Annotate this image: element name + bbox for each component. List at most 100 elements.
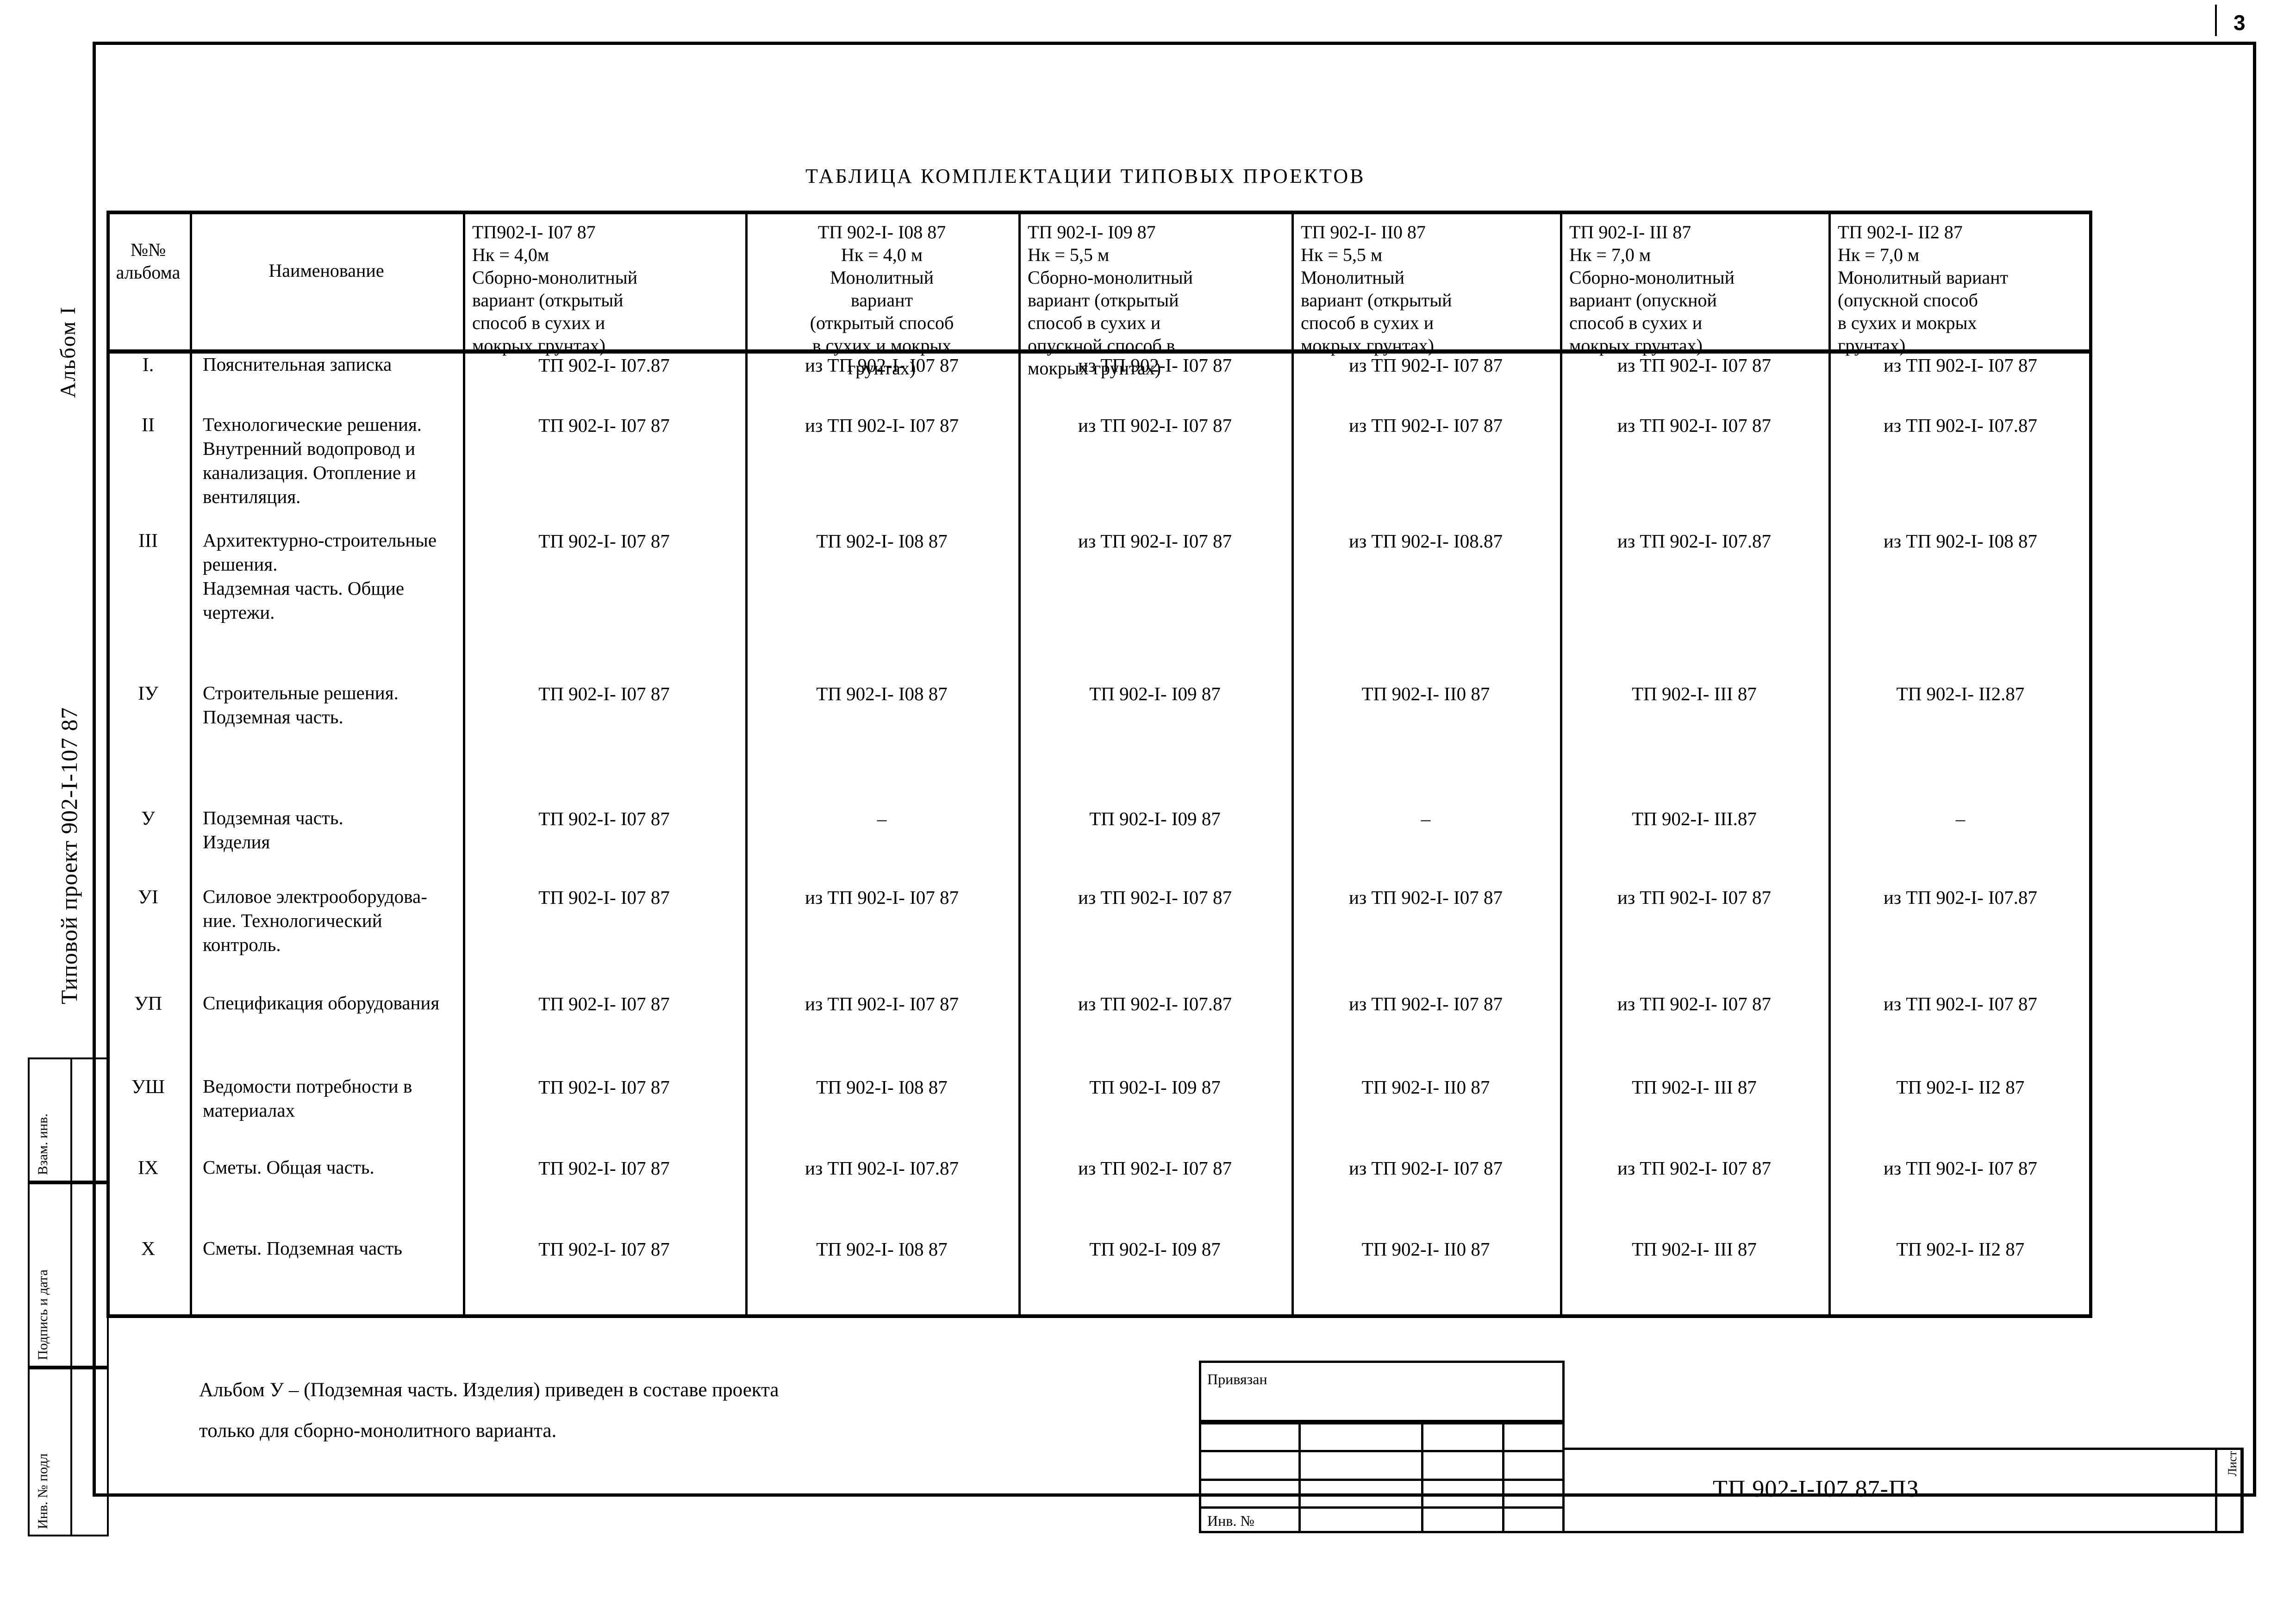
table-cell-value: из ТП 902-I- I07 87 xyxy=(1078,530,1232,552)
table-cell-value: ТП 902-I- II2 87 xyxy=(1896,1076,2025,1098)
table-vline xyxy=(1560,211,1562,1314)
header-variant-desc-line: в сухих и мокрых xyxy=(812,335,952,356)
table-row-name-line: Сметы. Подземная часть xyxy=(203,1237,402,1259)
table-cell-value: ТП 902-I- I07 87 xyxy=(538,1238,670,1260)
table-cell-value: из ТП 902-I- I07 87 xyxy=(1617,354,1771,376)
document-code: ТП 902-I-I07.87-ПЗ xyxy=(1713,1476,1919,1502)
table-row-name-line: решения. xyxy=(203,553,278,575)
header-variant-height: Нк = 7,0 м xyxy=(1569,244,1651,265)
table-row-name-line: материалах xyxy=(203,1100,295,1121)
table-vline xyxy=(190,211,192,1314)
table-cell-value: из ТП 902-I- I07 87 xyxy=(805,993,959,1014)
table-row-name-line: Изделия xyxy=(203,831,270,852)
table-row-name-line: Архитектурно-строительные xyxy=(203,529,437,551)
table-row-name: Сметы. Подземная часть xyxy=(193,1236,460,1260)
header-variant-desc-line: способ в сухих и xyxy=(1301,312,1434,333)
table-cell-value: – xyxy=(1421,808,1431,829)
header-variant-4: ТП 902-I- II0 87 Нк = 5,5 м Монолитный вари… xyxy=(1296,221,1555,356)
table-cell-value: ТП 902-I- III 87 xyxy=(1632,1238,1757,1260)
table-cell-value: ТП 902-I- I09 87 xyxy=(1089,1238,1221,1260)
header-variant-desc-line: Монолитный xyxy=(830,267,934,288)
table-cell-value: из ТП 902-I- I07 87 xyxy=(805,415,959,436)
header-variant-code: ТП 902-I- I08 87 xyxy=(817,222,946,243)
header-variant-desc-line: грунтах) xyxy=(848,358,916,379)
stamp-cell-vzam: Взам. инв. xyxy=(28,1057,109,1182)
grid-hline xyxy=(1199,1479,1565,1481)
table-cell-value: из ТП 902-I- I07 87 xyxy=(805,887,959,908)
table-cell-value: ТП 902-I- I07.87 xyxy=(538,354,670,376)
table-cell-value: из ТП 902-I- I08.87 xyxy=(1349,530,1503,552)
table-vline xyxy=(745,211,748,1314)
header-variant-desc-line: опускной способ в xyxy=(1028,335,1175,356)
grid-vline xyxy=(1421,1422,1423,1533)
privyazan-box xyxy=(1199,1361,1565,1422)
header-variant-desc-line: способ в сухих и xyxy=(1028,312,1161,333)
table-row-name-line: Подземная часть. xyxy=(203,807,343,828)
table-row-number: УП xyxy=(134,993,162,1014)
table-row-number: У xyxy=(141,808,155,829)
table-cell-value: ТП 902-I- I07 87 xyxy=(538,530,670,552)
header-variant-height: Нк = 5,5 м xyxy=(1301,244,1383,265)
table-cell-value: из ТП 902-I- I07 87 xyxy=(1349,993,1503,1014)
table-row-name-line: Спецификация оборудования xyxy=(203,992,440,1014)
stamp-label-podpis: Подпись и дата xyxy=(35,1269,50,1360)
table-cell-value: из ТП 902-I- I07 87 xyxy=(1617,415,1771,436)
table-vline xyxy=(1018,211,1021,1314)
table-row-name: Технологические решения. Внутренний водоп… xyxy=(193,412,460,509)
table-cell-value: из ТП 902-I- I07 87 xyxy=(1617,993,1771,1014)
header-variant-desc-line: Монолитный xyxy=(1301,267,1404,288)
table-hline xyxy=(106,349,2092,354)
table-cell-value: ТП 902-I- I08 87 xyxy=(816,683,948,704)
grid-vline xyxy=(1298,1422,1301,1533)
table-row-name: Подземная часть. Изделия xyxy=(193,806,460,854)
sheet-label: Лист xyxy=(2226,1451,2239,1476)
header-variant-desc-line: Сборно-монолитный xyxy=(472,267,637,288)
project-vertical-label: Типовой проект 902-I-107 87 xyxy=(56,707,82,1004)
table-vline xyxy=(463,211,465,1314)
table-cell-value: ТП 902-I- II0 87 xyxy=(1361,683,1490,704)
header-variant-code: ТП 902-I- I09 87 xyxy=(1028,222,1156,243)
table-cell-value: ТП 902-I- I07 87 xyxy=(538,887,670,908)
header-variant-height: Нк = 4,0м xyxy=(472,244,549,265)
table-cell-value: ТП 902-I- II2.87 xyxy=(1896,683,2025,704)
table-cell-value: ТП 902-I- II0 87 xyxy=(1361,1238,1490,1260)
table-cell-value: ТП 902-I- I07 87 xyxy=(538,993,670,1014)
table-cell-value: из ТП 902-I- I07 87 xyxy=(1349,354,1503,376)
table-row-name-line: Внутренний водопровод и xyxy=(203,438,416,459)
table-vline xyxy=(2089,211,2092,1314)
header-variant-desc-line: вариант (открытый xyxy=(1301,290,1452,311)
header-variant-code: ТП902-I- I07 87 xyxy=(472,222,596,243)
table-cell-value: из ТП 902-I- I07 87 xyxy=(1349,1157,1503,1179)
table-row-name-line: канализация. Отопление и xyxy=(203,462,416,483)
table-row-name: Сметы. Общая часть. xyxy=(193,1155,460,1179)
table-cell-value: из ТП 902-I- I07 87 xyxy=(1349,415,1503,436)
table-hline xyxy=(106,1314,2092,1318)
table-row-name-line: Ведомости потребности в xyxy=(203,1076,412,1097)
table-cell-value: ТП 902-I- I08 87 xyxy=(816,1238,948,1260)
stamp-cell-inv: Инв. № подл xyxy=(28,1368,109,1536)
grid-vline xyxy=(1502,1422,1504,1533)
stamp-divider xyxy=(70,1059,72,1181)
table-cell-value: ТП 902-I- I07 87 xyxy=(538,808,670,829)
header-variant-desc-line: Монолитный вариант xyxy=(1838,267,2009,288)
header-variant-height: Нк = 5,5 м xyxy=(1028,244,1110,265)
table-row-number: УШ xyxy=(131,1076,165,1098)
table-cell-value: из ТП 902-I- I07 87 xyxy=(1078,1157,1232,1179)
header-variant-5: ТП 902-I- III 87 Нк = 7,0 м Сборно-монолит… xyxy=(1565,221,1824,356)
header-variant-desc-line: вариант (открытый xyxy=(472,290,624,311)
header-variant-desc-line: способ в сухих и xyxy=(1569,312,1703,333)
stamp-label-inv: Инв. № подл xyxy=(35,1453,50,1529)
header-variant-1: ТП902-I- I07 87 Нк = 4,0м Сборно-монолитны… xyxy=(468,221,741,356)
table-cell-value: ТП 902-I- I08 87 xyxy=(816,530,948,552)
table-row-number: II xyxy=(142,415,155,436)
header-album-no: №№ альбома xyxy=(109,238,187,331)
table-cell-value: ТП 902-I- III.87 xyxy=(1632,808,1757,829)
header-variant-code: ТП 902-I- II0 87 xyxy=(1301,222,1426,243)
header-album-no-line: №№ xyxy=(130,239,166,260)
table-cell-value: – xyxy=(877,808,887,829)
table-cell-value: из ТП 902-I- I07 87 xyxy=(805,354,959,376)
header-variant-desc-line: мокрых грунтах) xyxy=(1569,335,1703,356)
stamp-divider xyxy=(70,1369,72,1535)
sheet-box xyxy=(2215,1448,2244,1533)
